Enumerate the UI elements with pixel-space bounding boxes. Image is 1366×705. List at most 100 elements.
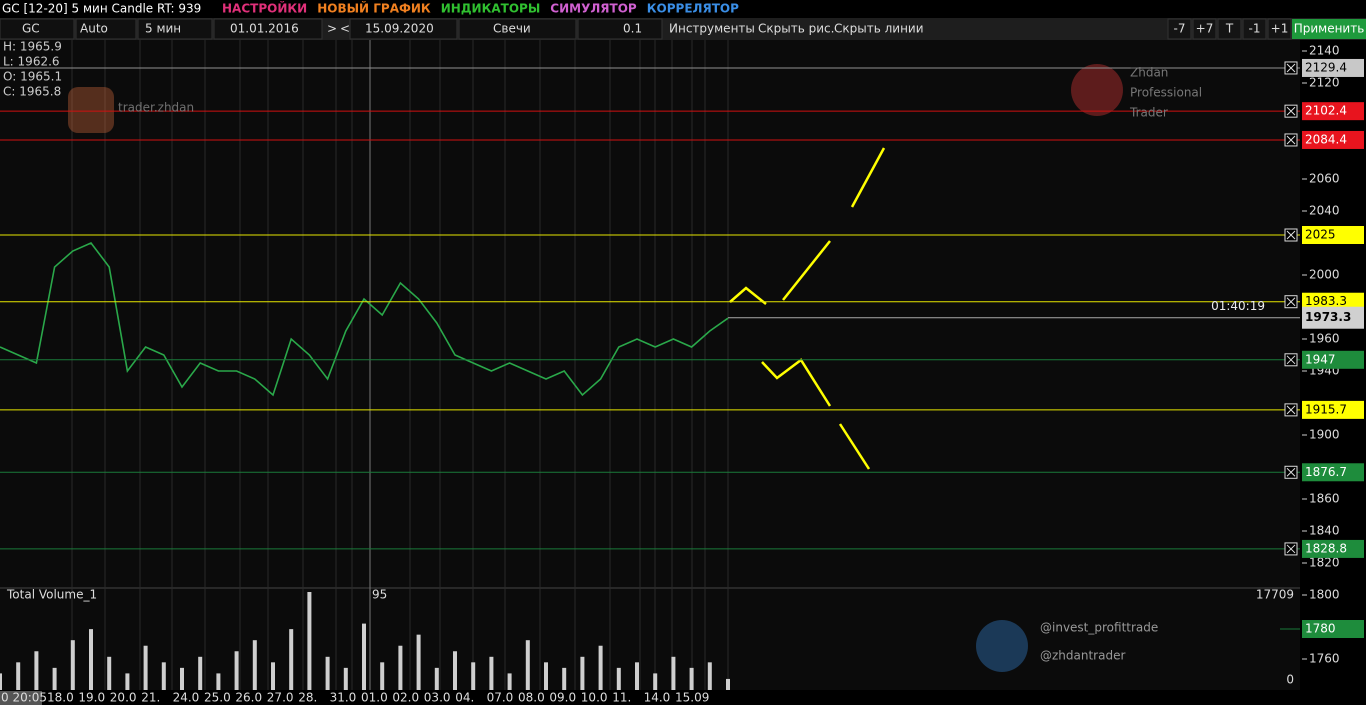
- input-box: [458, 18, 577, 40]
- forecast-line: [761, 358, 832, 407]
- toolbar-item[interactable]: Скрыть линии: [834, 22, 924, 36]
- level-label: 1915.7: [1305, 402, 1347, 416]
- date-label: 28.: [298, 691, 317, 705]
- last-price-bg: [1302, 306, 1364, 329]
- volume-bar: [525, 640, 530, 690]
- toolbar-item[interactable]: 5 мин: [145, 22, 181, 36]
- volume-bar: [380, 662, 385, 690]
- telegram-icon: [976, 620, 1028, 672]
- volume-bar: [707, 662, 712, 690]
- toolbar-item[interactable]: 01.01.2016: [230, 22, 299, 36]
- input-box: [75, 18, 137, 40]
- apply-button[interactable]: [1292, 19, 1366, 39]
- menu-item[interactable]: ИНДИКАТОРЫ: [441, 2, 541, 16]
- y-tick-label: 2060: [1309, 172, 1340, 186]
- volume-bar: [453, 651, 457, 690]
- volume-bar: [161, 662, 166, 690]
- level-label-bg: [1302, 226, 1364, 244]
- input-box: [0, 18, 75, 40]
- y-tick-label: 1960: [1309, 332, 1340, 346]
- toolbar-item[interactable]: GC: [22, 22, 40, 36]
- volume-min: 0: [1286, 673, 1294, 687]
- input-box: [213, 18, 323, 40]
- watermark: Zhdan: [1130, 66, 1168, 80]
- level-label-bg: [1302, 102, 1364, 121]
- y-tick-label: 2120: [1309, 76, 1340, 90]
- date-label: 21.: [141, 691, 160, 705]
- volume-max: 17709: [1256, 588, 1294, 602]
- menu-item[interactable]: КОРРЕЛЯТОР: [647, 2, 739, 16]
- volume-bar: [671, 656, 676, 690]
- volume-bar: [198, 656, 203, 690]
- volume-bar: [580, 656, 585, 690]
- menu-item[interactable]: СИМУЛЯТОР: [550, 2, 637, 16]
- cursor-label: 95: [372, 588, 387, 602]
- volume-bar: [653, 673, 658, 690]
- forecast-line: [850, 147, 886, 208]
- level-label: 2025: [1305, 228, 1336, 242]
- volume-bar: [252, 640, 257, 690]
- pane-title: Total Volume_1: [6, 588, 97, 602]
- toolbar-item[interactable]: Свечи: [493, 22, 531, 36]
- toolbar-item[interactable]: >: [327, 22, 337, 36]
- volume-bar: [434, 667, 439, 690]
- volume-bar: [471, 662, 476, 690]
- button[interactable]: [1217, 18, 1242, 40]
- button[interactable]: [1242, 18, 1267, 40]
- forecast-line: [838, 423, 871, 470]
- button-label[interactable]: T: [1225, 22, 1234, 36]
- menu-item[interactable]: НАСТРОЙКИ: [222, 1, 307, 16]
- level-label-bg: [1302, 292, 1364, 311]
- button-label[interactable]: -1: [1249, 22, 1261, 36]
- volume-bar: [726, 678, 730, 690]
- volume-bar: [70, 640, 75, 690]
- level-label-bg: [1302, 350, 1364, 369]
- button[interactable]: [1267, 18, 1292, 40]
- toolbar-item[interactable]: Инструменты: [669, 22, 755, 36]
- toolbar-item[interactable]: Auto: [80, 22, 108, 36]
- toolbar-item[interactable]: Скрыть рис.: [758, 22, 834, 36]
- forecast-drawing: [729, 147, 886, 470]
- volume-bar: [289, 629, 294, 690]
- instagram-icon: [68, 87, 114, 133]
- date-label: 27.0: [267, 691, 294, 705]
- date-label: 0 20:05: [1, 691, 47, 705]
- forecast-line: [729, 286, 767, 305]
- level-label-bg: [1302, 130, 1364, 149]
- level-label-bg: [1302, 463, 1364, 482]
- date-label: 20.0: [110, 691, 137, 705]
- forecast-line: [782, 240, 831, 301]
- button-label[interactable]: -7: [1174, 22, 1186, 36]
- input-box: [349, 18, 458, 40]
- menu-item[interactable]: НОВЫЙ ГРАФИК: [317, 1, 431, 16]
- level-close-x: [1286, 405, 1296, 415]
- level-close-x: [1286, 544, 1296, 554]
- price-line: [0, 242, 729, 397]
- date-label: 14.0: [644, 691, 671, 705]
- y-tick-label: 2040: [1309, 204, 1340, 218]
- button-label[interactable]: +7: [1196, 22, 1214, 36]
- toolbar-item[interactable]: 0.1: [623, 22, 642, 36]
- button-label[interactable]: +1: [1271, 22, 1289, 36]
- y-tick-label: 1900: [1309, 428, 1340, 442]
- button[interactable]: [1192, 18, 1217, 40]
- level-label-bg: [1302, 539, 1364, 558]
- date-label: 15.09: [675, 691, 709, 705]
- volume-bar: [416, 634, 421, 690]
- date-label: 11.: [612, 691, 631, 705]
- toolbar-item[interactable]: 15.09.2020: [365, 22, 434, 36]
- level-label-bg: [1302, 58, 1364, 77]
- level-label: 2102.4: [1305, 104, 1347, 118]
- date-label: 26.0: [235, 691, 262, 705]
- date-label: 18.0: [47, 691, 74, 705]
- apply-label[interactable]: Применить: [1294, 22, 1365, 36]
- level-close-x: [1286, 135, 1296, 145]
- toolbar-item[interactable]: <: [340, 22, 350, 36]
- watermark: @zhdantrader: [1040, 649, 1125, 663]
- level-close-x: [1286, 106, 1296, 116]
- volume-bar: [343, 667, 348, 690]
- button[interactable]: [1167, 18, 1192, 40]
- volume-bar: [562, 667, 567, 690]
- y-tick-label: 1820: [1309, 556, 1340, 570]
- y-tick-label: 1800: [1309, 588, 1340, 602]
